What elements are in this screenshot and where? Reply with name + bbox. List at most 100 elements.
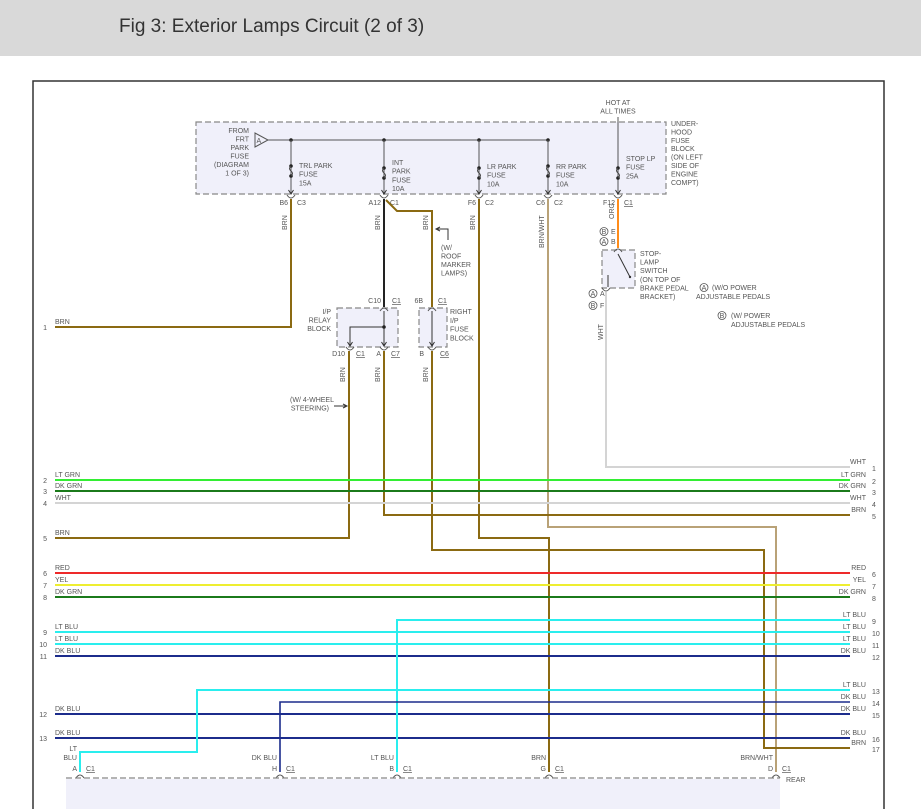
left-wire-number: 13 (39, 736, 47, 743)
right-wire-label: DK BLU (841, 706, 866, 713)
left-wire-label: LT BLU (55, 624, 78, 631)
connector-icon (544, 774, 554, 779)
relay-block-label: I/P (322, 309, 331, 316)
fuse-icon (546, 165, 550, 177)
right-wire-label: LT BLU (843, 682, 866, 689)
fuse-icon (477, 167, 481, 179)
legend-text: ADJUSTABLE PEDALS (696, 294, 771, 301)
four-wheel-steering-note: (W/ 4-WHEEL (290, 397, 334, 404)
right-wire-label: DK BLU (841, 730, 866, 737)
pin-label: C10 (368, 298, 381, 305)
connector-icon (427, 346, 437, 351)
arrow-icon (615, 189, 621, 195)
relay-block-label: BLOCK (307, 326, 331, 333)
wire-trl-park-brn (55, 199, 292, 328)
connector-label: A (257, 138, 262, 145)
harness-wire-13 (79, 689, 850, 772)
connector-label: C1 (286, 766, 295, 773)
underhood-fuse-block (195, 121, 667, 195)
fuse-block-label: UNDER- (671, 121, 699, 128)
wire-color-label: ORG (609, 203, 616, 219)
stop-lamp-switch-label: (ON TOP OF (640, 277, 680, 284)
legend-text: (W/O POWER (712, 285, 757, 292)
wire-relay-a-brn (383, 351, 850, 516)
option-circle-icon (717, 311, 727, 320)
from-label: FROM (228, 128, 249, 135)
right-wire-number: 5 (872, 514, 876, 521)
right-wire-label: WHT (850, 495, 867, 502)
connector-icon (379, 346, 389, 351)
right-wire-number: 16 (872, 737, 880, 744)
relay-block-label: RELAY (309, 318, 332, 325)
fuse-label: INT (392, 160, 404, 167)
fuse-icon (289, 165, 293, 177)
from-label: FUSE (230, 154, 249, 161)
wire-color-label: BRN (531, 755, 546, 762)
pin-label: G (541, 766, 546, 773)
arrow-icon (347, 341, 353, 347)
connector-icon (286, 194, 296, 199)
fuse-label: TRL PARK (299, 163, 333, 170)
fuse-label: 15A (299, 180, 312, 187)
arrow-icon (381, 189, 387, 195)
connector-icon (543, 194, 553, 199)
right-wire-label: WHT (850, 459, 867, 466)
pin-label: F12 (603, 200, 615, 207)
left-wire-label: BRN (55, 319, 70, 326)
stop-lamp-switch-label: SWITCH (640, 268, 668, 275)
fuse-label: 10A (392, 186, 405, 193)
left-wire-label: LT GRN (55, 472, 80, 479)
left-wire-number: 12 (39, 712, 47, 719)
roof-marker-note: MARKER (441, 262, 471, 269)
right-wire-number: 17 (872, 747, 880, 754)
pin-label: A12 (369, 200, 382, 207)
wire-color-label: BRN (375, 367, 382, 382)
left-wire-number: 11 (40, 654, 47, 661)
fuse-label: LR PARK (487, 164, 517, 171)
right-wire-number: 15 (872, 713, 880, 720)
fuse-block-label: SIDE OF (671, 163, 699, 170)
roof-marker-note: (W/ (441, 245, 452, 252)
arrow-icon (429, 341, 435, 347)
pin-label: A (376, 351, 381, 358)
legend-text: (W/ POWER (731, 313, 770, 320)
wire-color-label: BRN (375, 215, 382, 230)
option-letter: B (720, 313, 725, 320)
note-arrow-icon (334, 403, 349, 409)
right-wire-label: DK BLU (841, 648, 866, 655)
fuse-block-label: (ON LEFT (671, 155, 704, 162)
left-wire-number: 6 (43, 571, 47, 578)
switch-contact-icon (628, 275, 632, 279)
wire-relay-d10-brn (55, 351, 350, 539)
diagram-frame (32, 80, 885, 809)
right-wire-label: LT BLU (843, 612, 866, 619)
fuse-label: FUSE (626, 165, 645, 172)
wire-color-label: BRN/WHT (539, 215, 546, 248)
pin-label: B (389, 766, 394, 773)
option-circle-icon (588, 301, 598, 310)
right-wire-label: LT GRN (841, 472, 866, 479)
left-wire-number: 5 (43, 536, 47, 543)
option-circle-icon (599, 237, 609, 246)
right-wire-number: 7 (872, 584, 876, 591)
legend-text: ADJUSTABLE PEDALS (731, 322, 806, 329)
pin-label: 6B (414, 298, 423, 305)
option-letter: B (591, 303, 596, 310)
pin-label: B (419, 351, 424, 358)
connector-icon (771, 774, 781, 779)
fuse-icon (382, 167, 386, 179)
left-wire-label: DK BLU (55, 648, 80, 655)
fuse-block-label: ENGINE (671, 171, 698, 178)
connector-label: C2 (554, 200, 563, 207)
pin-label: F6 (468, 200, 476, 207)
left-wire-label: BRN (55, 530, 70, 537)
left-wire-number: 9 (43, 630, 47, 637)
wire-color-label: WHT (598, 323, 605, 340)
right-wire-number: 1 (872, 466, 876, 473)
fuse-label: STOP LP (626, 156, 656, 163)
left-wire-number: 4 (43, 501, 47, 508)
wire-color-label: BRN/WHT (740, 755, 773, 762)
connector-label: C1 (392, 298, 401, 305)
right-wire-number: 10 (872, 631, 880, 638)
fuse-label: PARK (392, 169, 411, 176)
